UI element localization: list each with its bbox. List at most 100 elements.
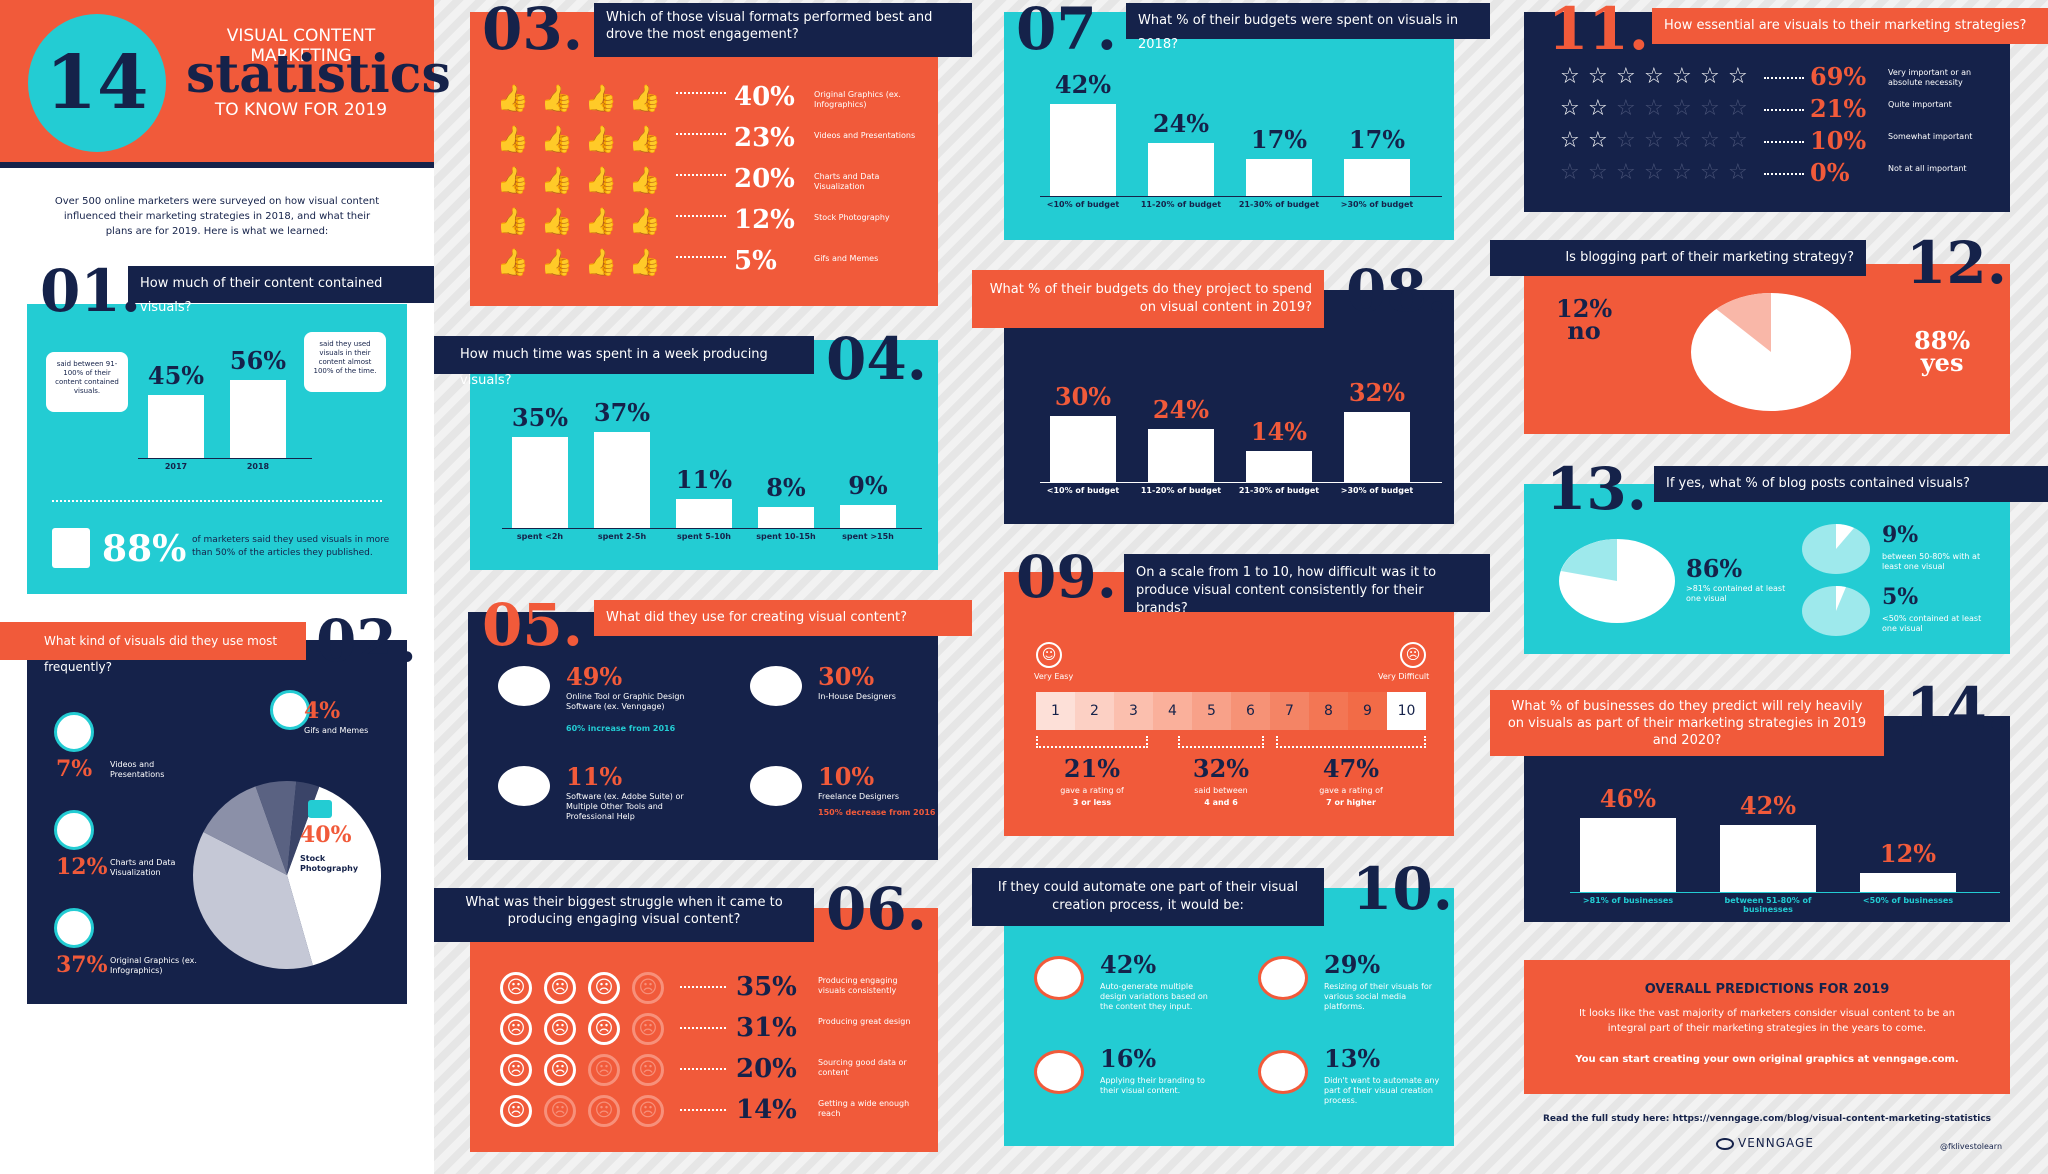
thumbs-up-icon: 👍 xyxy=(496,125,530,155)
footer-study-link[interactable]: Read the full study here: https://vennga… xyxy=(1542,1114,1992,1124)
s09-bracket xyxy=(1036,736,1148,748)
s14-bar-value: 42% xyxy=(1739,790,1797,820)
s08-bar-value: 30% xyxy=(1054,382,1112,411)
header-line3: TO KNOW FOR 2019 xyxy=(214,100,388,120)
predictions-text: It looks like the vast majority of marke… xyxy=(1578,1008,1956,1034)
no-entry-icon xyxy=(1258,1050,1308,1094)
s01-bar xyxy=(148,395,204,458)
predictions-title: OVERALL PREDICTIONS FOR 2019 xyxy=(1644,982,1890,997)
s04-bar-value: 11% xyxy=(675,465,733,495)
s02-question: What kind of visuals did they use most f… xyxy=(0,622,306,674)
s03-pct: 40% xyxy=(734,82,795,112)
scale-cell-8: 8 xyxy=(1309,692,1348,730)
s07-bar-value: 17% xyxy=(1348,124,1406,154)
s09-group-pct: 32% xyxy=(1192,754,1250,783)
s03-label: Stock Photography xyxy=(814,213,890,222)
frown-face-icon: ☹ xyxy=(588,1013,620,1045)
s07-bar-label: >30% of budget xyxy=(1340,200,1414,209)
thumbs-up-icon: 👍 xyxy=(584,125,618,155)
s07-number: 07. xyxy=(1016,0,1117,63)
resize-icon xyxy=(1258,956,1308,1000)
s02-label-pct: 7% xyxy=(56,756,93,782)
s13-pie-rest xyxy=(1561,539,1617,581)
s13-mini-pie-b xyxy=(1802,586,1870,636)
s04-bar xyxy=(840,504,896,528)
scale-cell-6: 6 xyxy=(1231,692,1270,730)
s12-no: 12% no xyxy=(1556,297,1612,343)
s07-bar xyxy=(1148,143,1214,196)
footer-handle: @fklivestolearn xyxy=(1940,1142,2003,1151)
s14-bar xyxy=(1580,818,1676,892)
frown-face-icon: ☹ xyxy=(632,1013,664,1045)
s12-yes-pct: 88% xyxy=(1914,326,1971,355)
s10-label: Applying their branding to their visual … xyxy=(1100,1076,1206,1095)
s07-bar-label: 11-20% of budget xyxy=(1140,200,1222,209)
s06-label: Producing great design xyxy=(818,1017,911,1026)
frown-face-icon: ☹ xyxy=(544,1013,576,1045)
frown-face-icon: ☹ xyxy=(588,972,620,1004)
s06-label: Producing engaging visuals consistently xyxy=(818,976,898,995)
s14-bar-value: 46% xyxy=(1599,784,1657,814)
s09-hard: Very Difficult xyxy=(1378,672,1430,681)
chart-screen-icon xyxy=(54,712,94,752)
s10-label: Didn't want to automate any part of thei… xyxy=(1324,1076,1440,1105)
s14-bar xyxy=(1860,872,1956,892)
scale-cell-5: 5 xyxy=(1192,692,1231,730)
s06-label: Sourcing good data or content xyxy=(818,1058,907,1077)
s05-label: In-House Designers xyxy=(818,692,896,701)
s07-bar-value: 17% xyxy=(1250,124,1308,154)
s13-number: 13. xyxy=(1546,455,1647,523)
s08-axis xyxy=(1040,482,1442,483)
s06-pct: 20% xyxy=(736,1054,797,1084)
scale-cell-3: 3 xyxy=(1114,692,1153,730)
arrow-icon xyxy=(676,92,726,94)
star-icon: ☆ xyxy=(1700,96,1720,121)
predictions-cta[interactable]: You can start creating your own original… xyxy=(1575,1054,1959,1065)
star-icon: ☆ xyxy=(1728,64,1748,89)
s08-question: What % of their budgets do they project … xyxy=(972,270,1324,328)
frown-face-icon: ☹ xyxy=(500,1095,532,1127)
s01-big-pct: 88% xyxy=(102,528,187,570)
s03-number: 03. xyxy=(482,0,583,63)
s08-bar xyxy=(1050,416,1116,482)
star-icon: ☆ xyxy=(1560,96,1580,121)
frown-face-icon: ☹ xyxy=(544,1054,576,1086)
s05-question: What did they use for creating visual co… xyxy=(594,600,972,636)
s01-bar-label: 2018 xyxy=(246,462,270,471)
s07-bar-value: 24% xyxy=(1152,109,1210,139)
s04-bar-label: spent 10-15h xyxy=(756,532,816,541)
s07-bar xyxy=(1050,103,1116,196)
s06-pct: 35% xyxy=(736,972,797,1002)
s14-bar-label: <50% of businesses xyxy=(1862,896,1954,905)
s09-group-label: gave a rating of xyxy=(1319,786,1383,795)
arrow-icon xyxy=(676,215,726,217)
thumbs-up-icon: 👍 xyxy=(628,248,662,278)
s12-question: Is blogging part of their marketing stra… xyxy=(1490,240,1866,276)
header-number: 14 xyxy=(45,40,149,126)
s05-pct: 11% xyxy=(566,762,623,791)
s13-mini-pie-a xyxy=(1802,524,1870,574)
section-08 xyxy=(1004,290,1454,524)
s03-pct: 12% xyxy=(734,205,795,235)
arrow-icon xyxy=(1764,77,1804,79)
paper-plane-icon xyxy=(750,766,802,806)
header-badge: 14 xyxy=(28,14,166,152)
s11-pct: 10% xyxy=(1810,126,1867,155)
team-icon xyxy=(750,666,802,706)
star-icon: ☆ xyxy=(1672,128,1692,153)
s05-label: Freelance Designers xyxy=(818,792,900,801)
header-line1: VISUAL CONTENT MARKETING xyxy=(226,26,376,66)
s14-bar xyxy=(1720,824,1816,892)
s04-bar-label: spent >15h xyxy=(842,532,894,541)
star-icon: ☆ xyxy=(1616,64,1636,89)
star-icon: ☆ xyxy=(1728,96,1748,121)
s06-pct: 14% xyxy=(736,1095,797,1125)
s04-bar xyxy=(758,507,814,528)
arrow-icon xyxy=(1764,141,1804,143)
thumbs-up-icon: 👍 xyxy=(540,248,574,278)
s02-pie-chart xyxy=(193,781,381,969)
s13-b-pct: 5% xyxy=(1882,584,1919,610)
s04-bar xyxy=(676,499,732,528)
thumbs-up-icon: 👍 xyxy=(540,125,574,155)
arrow-icon xyxy=(676,256,726,258)
